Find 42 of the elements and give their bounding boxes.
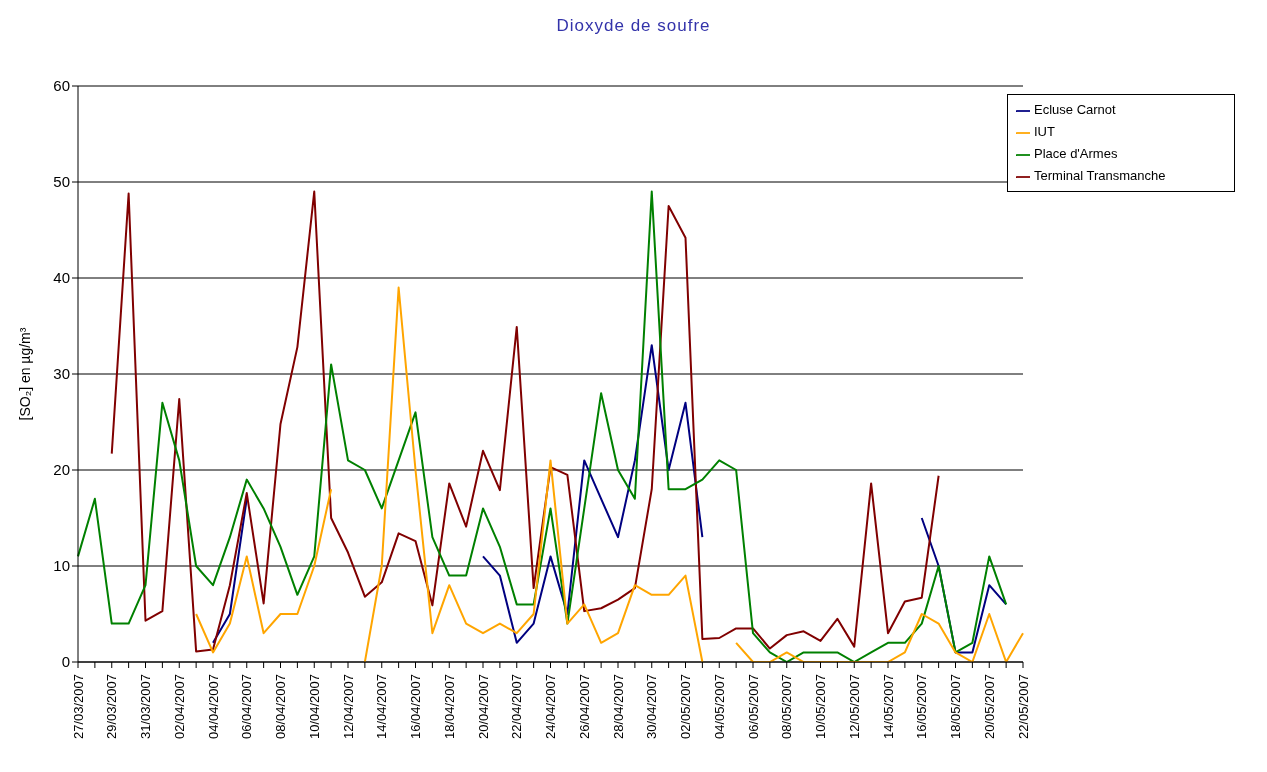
legend-label: Place d'Armes: [1034, 146, 1118, 161]
x-tick-label: 10/05/2007: [813, 674, 828, 740]
x-tick-label: 16/04/2007: [408, 674, 423, 740]
x-tick-label: 06/05/2007: [745, 674, 761, 740]
x-tick-label: 14/04/2007: [374, 674, 390, 740]
y-tick-label: 40: [53, 269, 70, 287]
chart-title: Dioxyde de soufre: [555, 15, 712, 37]
x-tick-label: 16/05/2007: [914, 674, 930, 740]
x-tick-label: 24/04/2007: [543, 674, 558, 740]
x-tick-label: 14/05/2007: [880, 674, 896, 740]
y-tick-label: 30: [53, 365, 70, 383]
x-tick-label: 02/05/2007: [678, 674, 693, 740]
x-tick-label: 02/04/2007: [171, 674, 187, 740]
y-tick-label: 60: [53, 77, 70, 95]
x-tick-label: 27/03/2007: [70, 674, 86, 740]
legend-label: Ecluse Carnot: [1034, 102, 1116, 117]
x-tick-label: 28/04/2007: [610, 674, 626, 740]
x-tick-label: 30/04/2007: [644, 674, 660, 740]
x-tick-label: 08/05/2007: [779, 674, 795, 740]
x-tick-label: 18/04/2007: [441, 674, 457, 740]
legend-label: IUT: [1034, 124, 1055, 139]
x-tick-label: 18/05/2007: [948, 674, 963, 740]
y-tick-label: 10: [53, 557, 70, 575]
x-tick-label: 04/05/2007: [711, 674, 727, 740]
x-tick-label: 08/04/2007: [273, 674, 288, 740]
x-tick-label: 22/05/2007: [1015, 674, 1031, 740]
x-tick-label: 20/04/2007: [475, 674, 491, 740]
y-tick-label: 50: [53, 173, 70, 191]
y-axis-title: [SO₂] en µg/m³: [16, 327, 33, 421]
legend-label: Terminal Transmanche: [1034, 168, 1166, 183]
x-tick-label: 31/03/2007: [138, 674, 153, 740]
x-tick-label: 29/03/2007: [104, 674, 120, 740]
x-tick-label: 12/04/2007: [340, 674, 356, 740]
x-tick-label: 22/04/2007: [509, 674, 525, 740]
y-tick-label: 20: [53, 461, 70, 479]
x-tick-label: 20/05/2007: [981, 674, 997, 740]
x-tick-label: 10/04/2007: [306, 674, 322, 740]
x-tick-label: 12/05/2007: [846, 674, 862, 740]
x-tick-label: 06/04/2007: [239, 674, 255, 740]
y-tick-label: 0: [61, 653, 70, 671]
x-tick-label: 04/04/2007: [205, 674, 221, 740]
x-tick-label: 26/04/2007: [576, 674, 592, 740]
